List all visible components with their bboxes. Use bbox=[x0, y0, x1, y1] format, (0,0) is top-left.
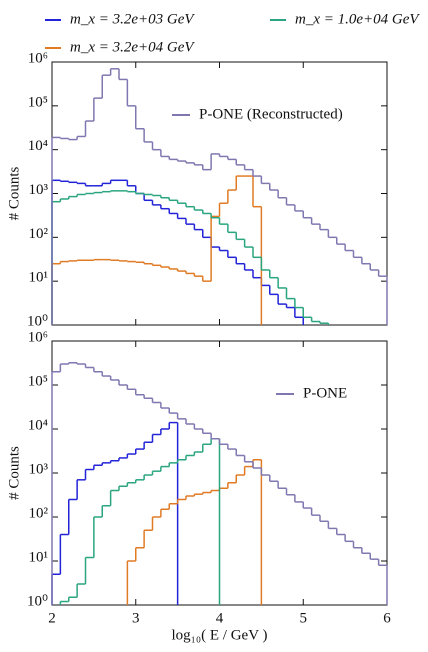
legend-label: P-ONE bbox=[303, 385, 347, 401]
y-axis-label: # Counts bbox=[6, 166, 22, 220]
y-tick-label: 10¹ bbox=[29, 270, 49, 286]
y-tick-label: 10⁴ bbox=[28, 417, 48, 433]
y-tick-label: 10³ bbox=[29, 461, 49, 477]
x-tick-label: 3 bbox=[132, 610, 140, 626]
legend-label: P-ONE (Reconstructed) bbox=[199, 106, 343, 122]
x-axis-label: log₁₀( E / GeV ) bbox=[172, 627, 268, 643]
y-tick-label: 10² bbox=[29, 505, 49, 521]
y-tick-label: 10² bbox=[29, 226, 49, 242]
y-tick-label: 10³ bbox=[29, 182, 49, 198]
legend-label: m_x = 3.2e+03 GeV bbox=[70, 11, 195, 27]
x-tick-label: 4 bbox=[216, 610, 224, 626]
y-tick-label: 10⁵ bbox=[28, 373, 48, 389]
y-tick-label: 10⁵ bbox=[28, 94, 48, 110]
y-tick-label: 10⁶ bbox=[28, 329, 48, 345]
x-tick-label: 5 bbox=[300, 610, 308, 626]
y-tick-label: 10⁴ bbox=[28, 138, 48, 154]
y-axis-label: # Counts bbox=[6, 446, 22, 500]
y-tick-label: 10⁶ bbox=[28, 50, 48, 66]
x-tick-label: 6 bbox=[383, 610, 391, 626]
y-tick-label: 10⁰ bbox=[27, 593, 48, 609]
legend-label: m_x = 1.0e+04 GeV bbox=[295, 11, 420, 27]
y-tick-label: 10¹ bbox=[29, 549, 49, 565]
legend-label: m_x = 3.2e+04 GeV bbox=[70, 39, 195, 55]
x-tick-label: 2 bbox=[48, 610, 56, 626]
y-tick-label: 10⁰ bbox=[27, 313, 48, 329]
plot-frame bbox=[51, 61, 388, 326]
